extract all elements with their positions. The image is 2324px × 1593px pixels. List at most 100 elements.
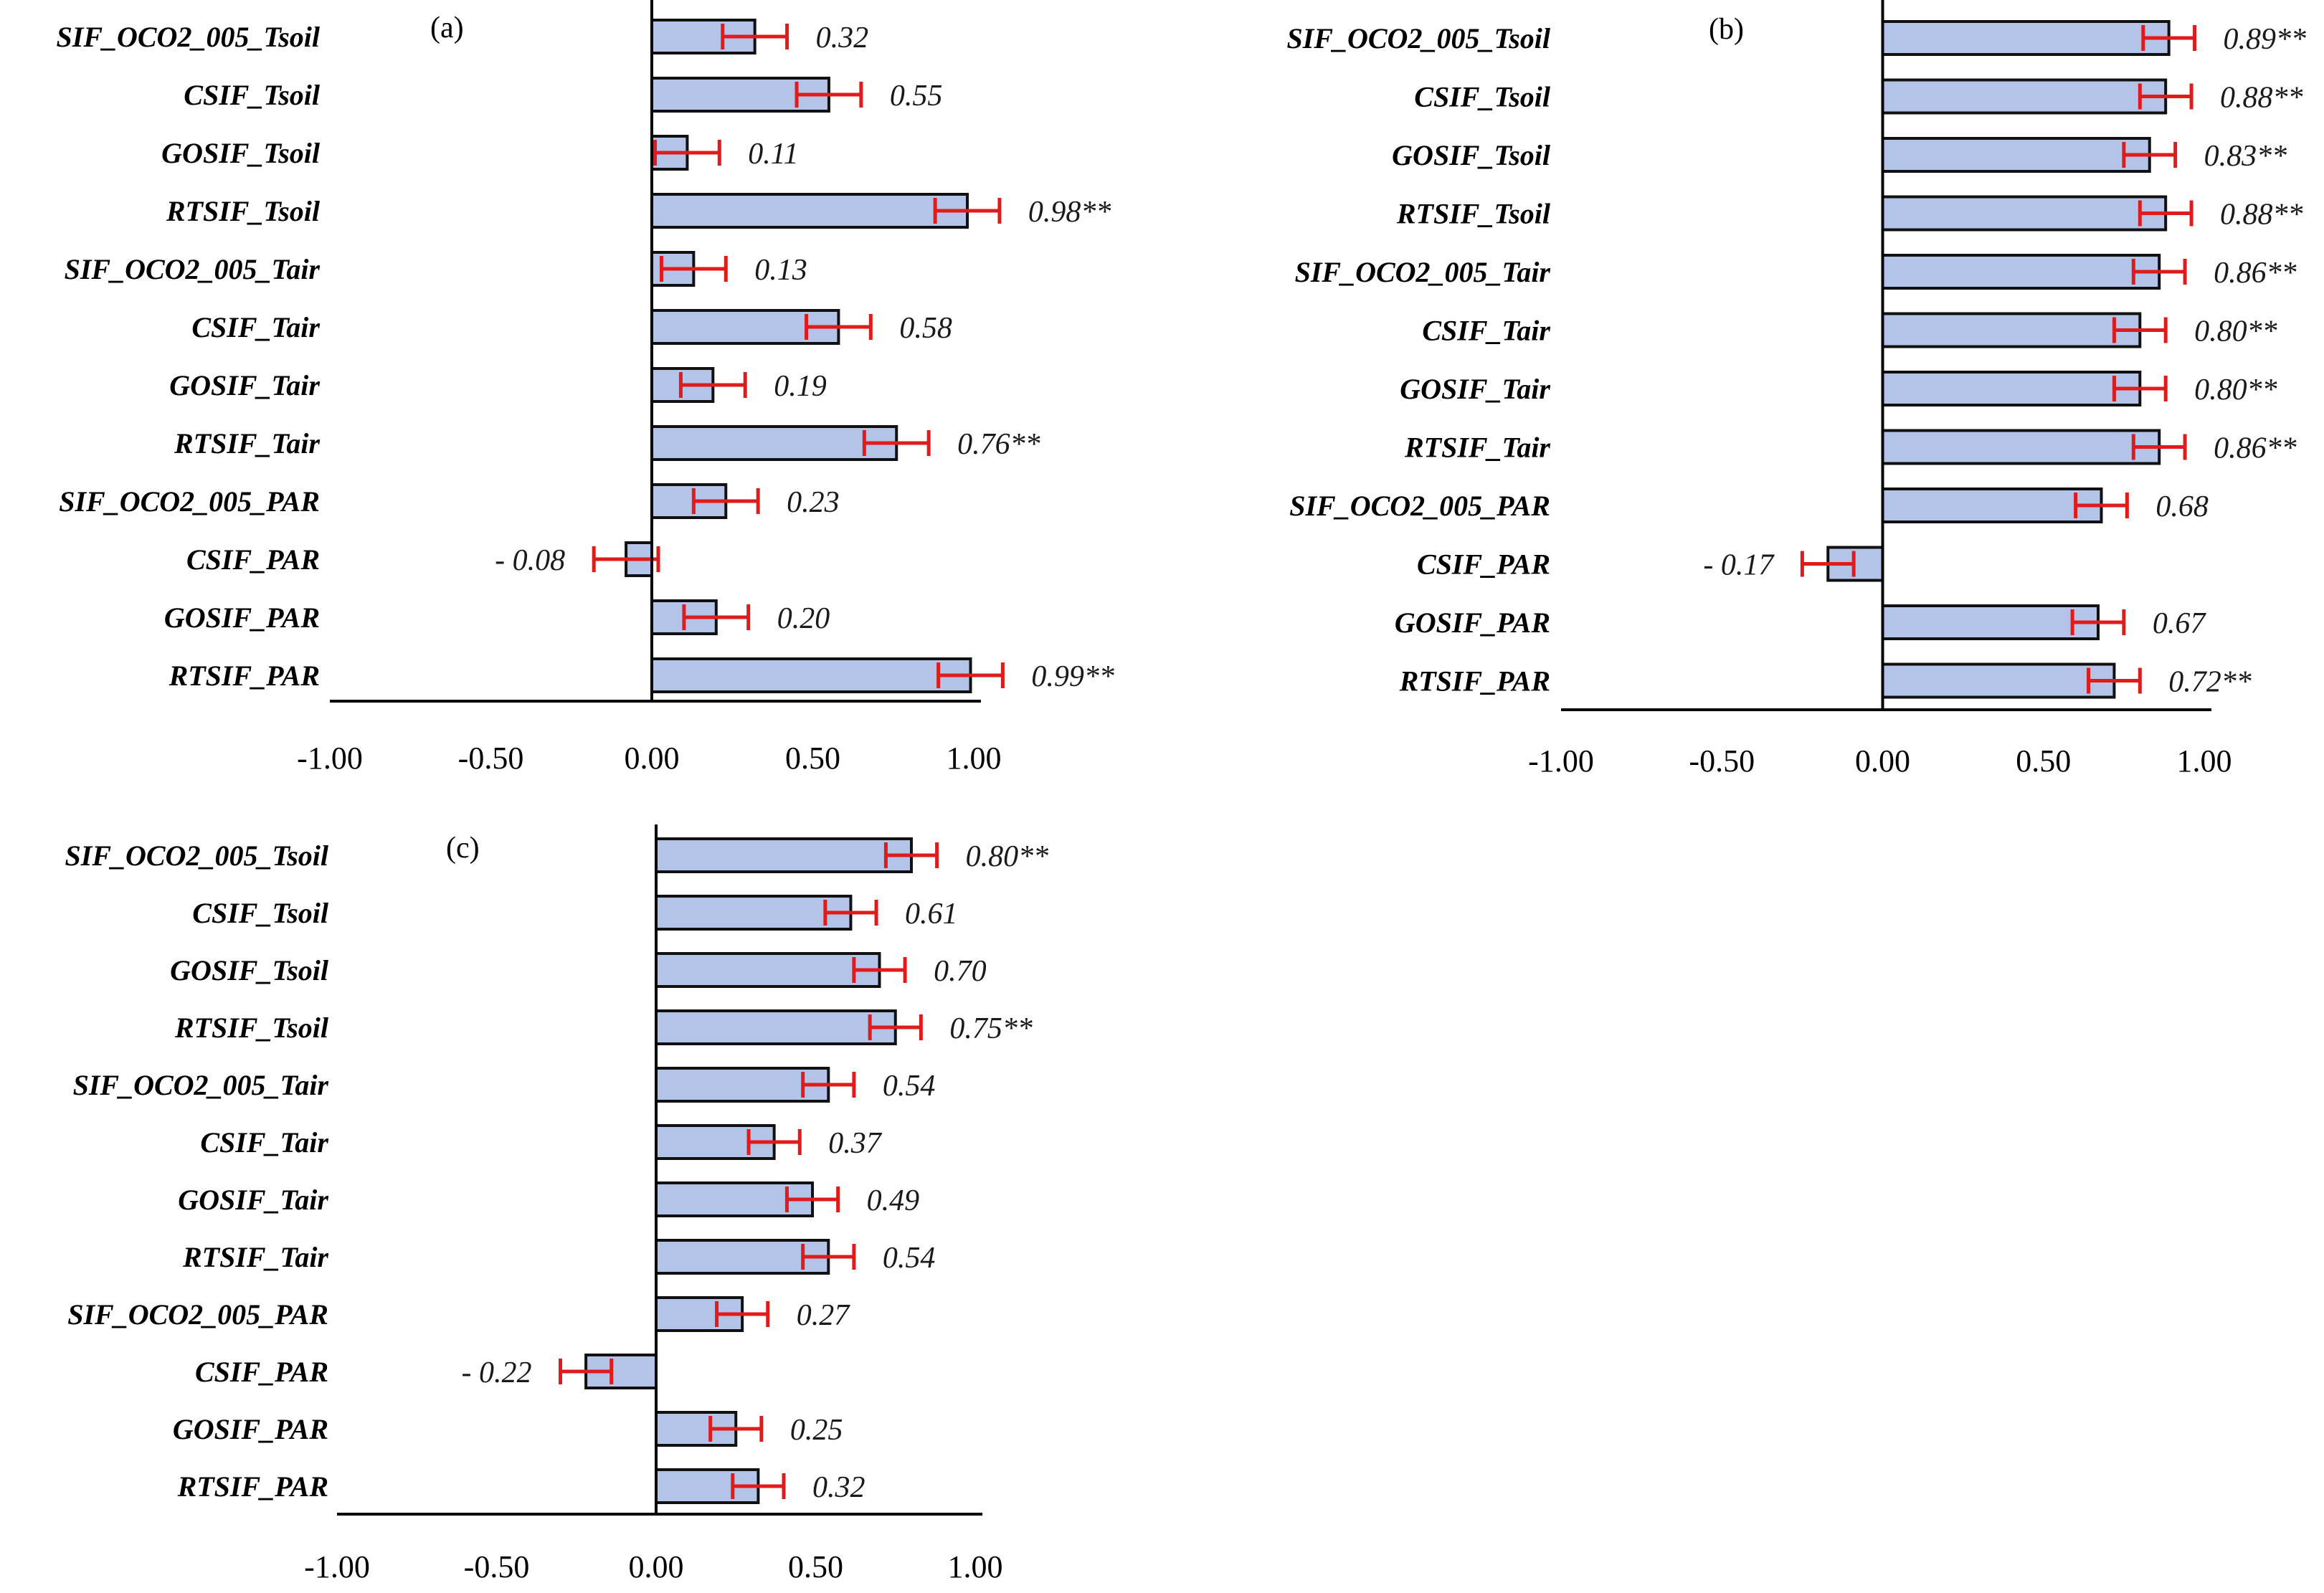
value-label: 0.86** bbox=[2214, 432, 2297, 465]
value-label: 0.76** bbox=[957, 428, 1040, 461]
x-tick-label: 0.00 bbox=[625, 741, 680, 776]
x-tick-label: -0.50 bbox=[1689, 743, 1755, 779]
bar bbox=[1881, 429, 2161, 465]
category-label: SIF_OCO2_005_Tair bbox=[65, 253, 321, 285]
value-label: 0.23 bbox=[787, 486, 840, 519]
bar bbox=[650, 657, 972, 693]
category-label: CSIF_Tair bbox=[191, 311, 320, 343]
x-tick-label: 1.00 bbox=[947, 741, 1002, 776]
value-label: 0.99** bbox=[1031, 660, 1114, 693]
category-label: GOSIF_PAR bbox=[1395, 607, 1550, 639]
value-label: 0.88** bbox=[2220, 82, 2303, 115]
category-label: GOSIF_PAR bbox=[164, 601, 320, 634]
panel-label: (b) bbox=[1709, 13, 1744, 46]
chart-panel-b: (b) SIF_OCO2_005_Tsoil 0.89** CSIF_Tsoil 0.8… bbox=[1287, 0, 2307, 779]
category-label: GOSIF_Tsoil bbox=[1392, 139, 1551, 171]
chart-panel-a: (a) SIF_OCO2_005_Tsoil 0.32 CSIF_Tsoil 0.55 G… bbox=[57, 0, 1114, 776]
x-tick-label: -1.00 bbox=[297, 741, 363, 776]
value-label: 0.67 bbox=[2153, 607, 2207, 640]
category-label: RTSIF_PAR bbox=[177, 1470, 328, 1503]
value-label: 0.27 bbox=[797, 1299, 851, 1332]
bar bbox=[650, 193, 969, 229]
value-label: 0.54 bbox=[883, 1242, 936, 1275]
category-label: SIF_OCO2_005_PAR bbox=[1289, 490, 1550, 522]
x-tick-label: -0.50 bbox=[464, 1549, 530, 1584]
category-label: SIF_OCO2_005_Tair bbox=[73, 1069, 329, 1101]
bar bbox=[1881, 662, 2116, 699]
bar bbox=[1881, 137, 2151, 173]
value-label: 0.80** bbox=[2194, 374, 2277, 406]
value-label: 0.11 bbox=[748, 138, 798, 171]
value-label: 0.20 bbox=[777, 602, 830, 635]
category-label: GOSIF_Tsoil bbox=[170, 954, 329, 986]
bar bbox=[650, 425, 898, 461]
value-label: 0.49 bbox=[867, 1184, 920, 1217]
category-label: CSIF_PAR bbox=[195, 1356, 328, 1388]
value-label: 0.89** bbox=[2224, 23, 2307, 56]
category-label: CSIF_Tsoil bbox=[192, 897, 329, 929]
value-label: 0.72** bbox=[2168, 666, 2252, 699]
value-label: 0.61 bbox=[905, 898, 958, 931]
category-label: CSIF_Tair bbox=[200, 1126, 328, 1159]
value-label: 0.70 bbox=[934, 955, 987, 988]
category-label: RTSIF_Tair bbox=[182, 1241, 328, 1273]
category-label: SIF_OCO2_005_PAR bbox=[67, 1298, 328, 1331]
x-tick-label: 0.50 bbox=[2016, 743, 2071, 779]
x-tick-label: 0.00 bbox=[1855, 743, 1910, 779]
value-label: 0.86** bbox=[2214, 257, 2297, 290]
value-label: 0.32 bbox=[816, 22, 869, 54]
bar bbox=[655, 1009, 897, 1045]
value-label: 0.13 bbox=[754, 254, 807, 287]
x-tick-label: 0.50 bbox=[785, 741, 840, 776]
bar bbox=[655, 952, 881, 988]
category-label: CSIF_PAR bbox=[186, 543, 320, 576]
category-label: CSIF_PAR bbox=[1417, 548, 1550, 581]
value-label: 0.37 bbox=[828, 1127, 883, 1160]
value-label: 0.83** bbox=[2204, 140, 2287, 173]
panel-label: (a) bbox=[430, 11, 464, 44]
bar bbox=[1881, 78, 2168, 115]
value-label: 0.98** bbox=[1028, 196, 1111, 229]
bar bbox=[1881, 488, 2103, 523]
category-label: RTSIF_PAR bbox=[169, 660, 320, 692]
category-label: SIF_OCO2_005_Tsoil bbox=[1287, 22, 1551, 54]
value-label: 0.88** bbox=[2220, 199, 2303, 232]
category-label: RTSIF_Tair bbox=[1404, 432, 1550, 464]
category-label: CSIF_Tsoil bbox=[184, 79, 321, 111]
x-tick-label: -1.00 bbox=[1528, 743, 1594, 779]
value-label: 0.75** bbox=[949, 1012, 1033, 1045]
value-label: 0.19 bbox=[774, 370, 827, 403]
category-label: GOSIF_Tair bbox=[169, 369, 320, 401]
panel-label: (c) bbox=[446, 832, 480, 865]
bar bbox=[655, 837, 913, 873]
bar bbox=[655, 895, 853, 931]
value-label: 0.80** bbox=[966, 840, 1049, 873]
category-label: CSIF_Tsoil bbox=[1414, 81, 1551, 113]
chart-panel-c: (c) SIF_OCO2_005_Tsoil 0.80** CSIF_Tsoil 0.6… bbox=[65, 824, 1049, 1584]
category-label: GOSIF_Tair bbox=[1400, 373, 1550, 405]
category-label: CSIF_Tair bbox=[1422, 315, 1550, 347]
bar bbox=[1881, 20, 2171, 56]
category-label: SIF_OCO2_005_Tsoil bbox=[57, 21, 321, 53]
value-label: 0.55 bbox=[890, 80, 943, 113]
value-label: 0.32 bbox=[812, 1471, 865, 1504]
category-label: RTSIF_Tsoil bbox=[166, 195, 321, 227]
x-tick-label: 1.00 bbox=[948, 1549, 1003, 1584]
category-label: SIF_OCO2_005_PAR bbox=[59, 485, 320, 518]
value-label: 0.54 bbox=[883, 1070, 936, 1103]
value-label: 0.68 bbox=[2155, 490, 2209, 523]
bar bbox=[1881, 371, 2142, 406]
value-label: 0.80** bbox=[2194, 315, 2277, 348]
x-tick-label: 0.00 bbox=[629, 1549, 684, 1584]
category-label: RTSIF_Tsoil bbox=[1396, 198, 1551, 230]
value-label: 0.25 bbox=[790, 1414, 843, 1447]
bar bbox=[1881, 254, 2161, 290]
category-label: RTSIF_Tsoil bbox=[174, 1012, 329, 1044]
value-label: 0.58 bbox=[899, 312, 952, 345]
category-label: SIF_OCO2_005_Tsoil bbox=[65, 840, 329, 872]
bar bbox=[1881, 195, 2168, 232]
category-label: SIF_OCO2_005_Tair bbox=[1295, 256, 1551, 288]
x-tick-label: 0.50 bbox=[788, 1549, 843, 1584]
category-label: GOSIF_Tair bbox=[178, 1184, 328, 1216]
value-label: - 0.22 bbox=[462, 1356, 532, 1389]
